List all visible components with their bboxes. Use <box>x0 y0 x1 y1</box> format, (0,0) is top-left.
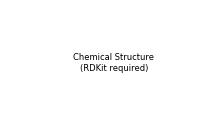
Text: Chemical Structure
(RDKit required): Chemical Structure (RDKit required) <box>73 53 154 73</box>
